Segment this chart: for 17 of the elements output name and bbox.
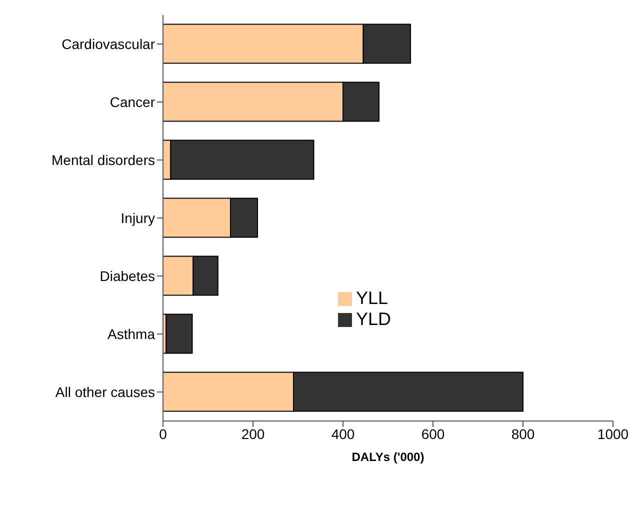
x-tick-label: 800 [511, 426, 535, 442]
y-tick-label: All other causes [55, 384, 155, 400]
legend-label: YLD [356, 309, 392, 329]
x-tick-label: 600 [421, 426, 445, 442]
y-tick-label: Injury [120, 210, 155, 226]
x-tick-label: 400 [331, 426, 355, 442]
y-tick-label: Mental disorders [52, 152, 155, 168]
y-tick-label: Cardiovascular [62, 36, 156, 52]
x-tick-label: 0 [159, 426, 168, 442]
y-tick-label: Cancer [110, 94, 156, 110]
x-tick-label: 200 [241, 426, 265, 442]
x-tick-label: 1000 [597, 426, 629, 442]
y-tick-label: Asthma [108, 326, 156, 342]
x-axis-title: DALYs ('000) [352, 450, 424, 464]
y-tick-label: Diabetes [100, 268, 155, 284]
bar [166, 314, 193, 354]
legend-label: YLL [356, 288, 388, 308]
